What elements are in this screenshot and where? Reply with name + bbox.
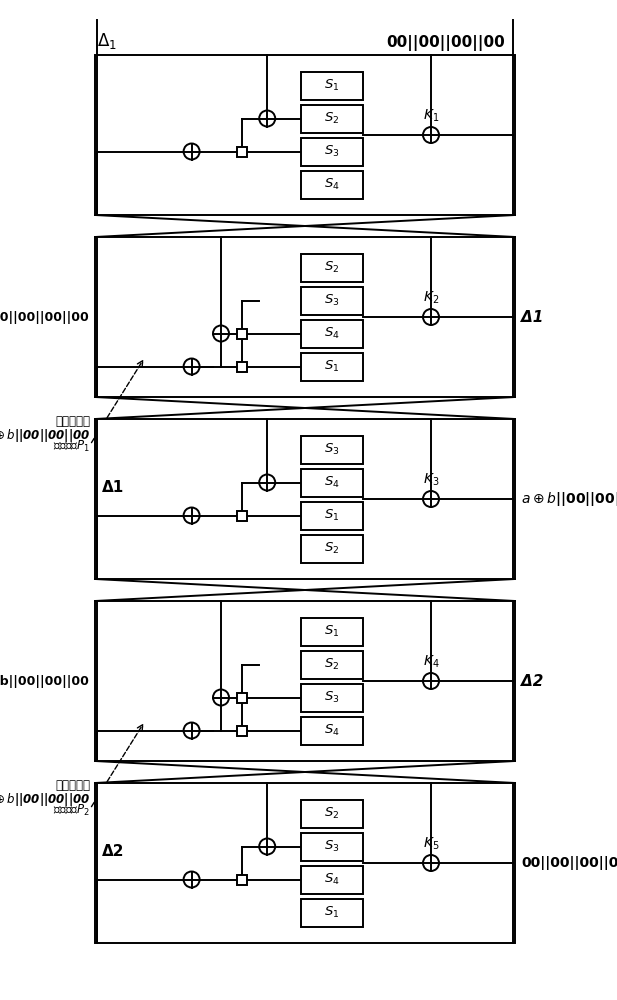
Bar — [301, 534, 363, 562]
Bar — [95, 419, 515, 579]
Text: $S_{2}$: $S_{2}$ — [324, 111, 339, 126]
Text: $S_{4}$: $S_{4}$ — [324, 177, 340, 192]
Bar — [95, 601, 515, 761]
Circle shape — [184, 143, 200, 159]
Bar — [301, 650, 363, 678]
Text: $S_{4}$: $S_{4}$ — [324, 872, 340, 887]
Circle shape — [423, 855, 439, 871]
Bar — [301, 72, 363, 100]
Text: $S_{1}$: $S_{1}$ — [324, 905, 339, 920]
Text: $S_{2}$: $S_{2}$ — [324, 541, 339, 556]
Circle shape — [423, 309, 439, 325]
Circle shape — [259, 475, 275, 490]
Bar — [301, 436, 363, 464]
Bar — [301, 137, 363, 165]
Bar — [237, 328, 247, 338]
Circle shape — [184, 871, 200, 888]
Text: 的概率为$P_1$: 的概率为$P_1$ — [52, 439, 90, 454]
Bar — [301, 468, 363, 496]
Bar — [237, 361, 247, 371]
Circle shape — [184, 508, 200, 524]
Text: Δ2: Δ2 — [521, 674, 544, 688]
Circle shape — [423, 673, 439, 689]
Text: 00||00||00||00: 00||00||00||00 — [386, 35, 505, 51]
Text: 00||00||00||00: 00||00||00||00 — [521, 856, 617, 870]
Text: $S_{4}$: $S_{4}$ — [324, 723, 340, 738]
Text: $a \oplus b$||00||00||00: $a \oplus b$||00||00||00 — [521, 490, 617, 508]
Text: $\Delta_1$: $\Delta_1$ — [97, 31, 117, 51]
Text: $S_{3}$: $S_{3}$ — [324, 144, 339, 159]
Text: Δ1: Δ1 — [521, 310, 544, 324]
Bar — [237, 510, 247, 520]
Bar — [237, 726, 247, 736]
Bar — [301, 170, 363, 198]
Circle shape — [423, 127, 439, 143]
Text: $a \oplus b$||00||00||00: $a \oplus b$||00||00||00 — [0, 791, 90, 808]
Text: $S_{1}$: $S_{1}$ — [324, 508, 339, 523]
Text: 的概率为$P_2$: 的概率为$P_2$ — [52, 803, 90, 818]
Bar — [301, 320, 363, 348]
Text: $K_{5}$: $K_{5}$ — [423, 836, 439, 852]
Text: $S_{3}$: $S_{3}$ — [324, 293, 339, 308]
Bar — [237, 146, 247, 156]
Bar — [95, 237, 515, 397]
Bar — [301, 832, 363, 860]
Bar — [301, 104, 363, 132]
Bar — [237, 692, 247, 702]
Bar — [95, 783, 515, 943]
Text: $S_{4}$: $S_{4}$ — [324, 475, 340, 490]
Text: 此处差分为: 此处差分为 — [55, 779, 90, 792]
Text: $S_{3}$: $S_{3}$ — [324, 442, 339, 457]
Text: $S_{2}$: $S_{2}$ — [324, 657, 339, 672]
Circle shape — [423, 491, 439, 507]
Bar — [301, 865, 363, 894]
Text: $S_{1}$: $S_{1}$ — [324, 78, 339, 93]
Text: $S_{2}$: $S_{2}$ — [324, 260, 339, 275]
Text: $K_{4}$: $K_{4}$ — [423, 654, 439, 670]
Bar — [95, 55, 515, 215]
Text: $S_{1}$: $S_{1}$ — [324, 624, 339, 639]
Circle shape — [213, 326, 229, 342]
Circle shape — [213, 690, 229, 706]
Text: Δ2: Δ2 — [102, 844, 124, 858]
Text: $K_{1}$: $K_{1}$ — [423, 108, 439, 124]
Bar — [301, 617, 363, 646]
Text: 00||00||00||00: 00||00||00||00 — [0, 310, 89, 324]
Circle shape — [259, 110, 275, 126]
Text: Δ1: Δ1 — [102, 480, 124, 494]
Text: $S_{2}$: $S_{2}$ — [324, 806, 339, 821]
Bar — [301, 800, 363, 828]
Circle shape — [184, 722, 200, 738]
Text: $S_{4}$: $S_{4}$ — [324, 326, 340, 341]
Bar — [237, 874, 247, 884]
Bar — [301, 716, 363, 744]
Text: $S_{3}$: $S_{3}$ — [324, 839, 339, 854]
Bar — [301, 253, 363, 282]
Bar — [301, 502, 363, 530]
Bar — [301, 353, 363, 380]
Bar — [301, 898, 363, 926]
Text: $S_{3}$: $S_{3}$ — [324, 690, 339, 705]
Circle shape — [259, 838, 275, 854]
Text: a ⊕ b||00||00||00: a ⊕ b||00||00||00 — [0, 674, 89, 688]
Bar — [301, 286, 363, 314]
Circle shape — [184, 359, 200, 374]
Text: 此处差分为: 此处差分为 — [55, 415, 90, 428]
Bar — [301, 684, 363, 712]
Text: $K_{2}$: $K_{2}$ — [423, 290, 439, 306]
Text: $K_{3}$: $K_{3}$ — [423, 472, 439, 488]
Text: $S_{1}$: $S_{1}$ — [324, 359, 339, 374]
Text: $a \oplus b$||00||00||00: $a \oplus b$||00||00||00 — [0, 427, 90, 444]
